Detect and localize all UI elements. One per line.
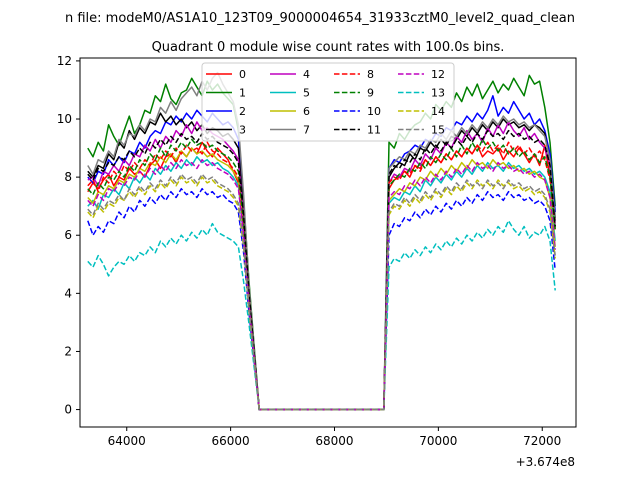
- y-tick-label: 10: [57, 112, 72, 126]
- y-tick-label: 0: [64, 403, 72, 417]
- series-line-10: [87, 187, 556, 411]
- chart-title: Quadrant 0 module wise count rates with …: [152, 40, 505, 55]
- series-line-11: [87, 129, 556, 411]
- series-layer: [87, 71, 556, 411]
- figure-suptitle: n file: modeM0/AS1A10_123T09_9000004654_…: [65, 11, 575, 26]
- series-line-0: [87, 141, 556, 411]
- x-tick-label: 68000: [315, 434, 353, 448]
- series-line-8: [87, 141, 556, 411]
- y-tick-label: 2: [64, 344, 72, 358]
- legend-label-5: 5: [303, 87, 310, 100]
- x-tick-label: 64000: [108, 434, 146, 448]
- legend-label-10: 10: [367, 105, 381, 118]
- x-tick-label: 70000: [419, 434, 457, 448]
- legend-label-6: 6: [303, 105, 310, 118]
- legend-label-1: 1: [239, 87, 246, 100]
- series-line-9: [87, 138, 556, 411]
- legend-label-7: 7: [303, 124, 310, 137]
- series-line-13: [87, 219, 556, 411]
- plot-frame: [79, 57, 577, 428]
- legend-label-9: 9: [367, 87, 374, 100]
- series-line-14: [87, 176, 556, 411]
- legend-label-13: 13: [431, 87, 445, 100]
- legend-label-4: 4: [303, 68, 310, 81]
- x-tick-label: 72000: [523, 434, 561, 448]
- legend-label-14: 14: [431, 105, 445, 118]
- x-tick-label: 66000: [212, 434, 250, 448]
- legend-label-15: 15: [431, 124, 445, 137]
- legend-label-12: 12: [431, 68, 445, 81]
- legend-label-8: 8: [367, 68, 374, 81]
- y-tick-label: 6: [64, 228, 72, 242]
- y-tick-label: 4: [64, 286, 72, 300]
- legend-label-11: 11: [367, 124, 381, 137]
- y-tick-label: 12: [57, 54, 72, 68]
- series-line-15: [87, 173, 556, 411]
- legend-frame: [201, 62, 455, 142]
- series-line-12: [87, 158, 556, 411]
- y-tick-label: 8: [64, 170, 72, 184]
- x-offset-label: +3.674e8: [516, 455, 575, 469]
- legend-label-2: 2: [239, 105, 246, 118]
- legend-label-3: 3: [239, 124, 246, 137]
- legend-label-0: 0: [239, 68, 246, 81]
